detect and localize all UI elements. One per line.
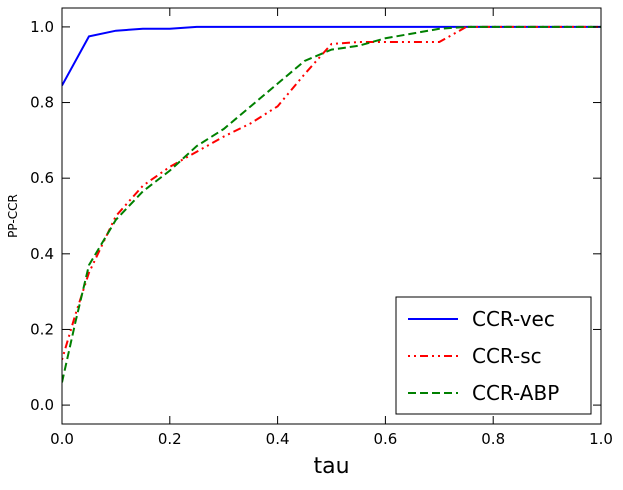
y-tick-label: 0.6 bbox=[30, 169, 54, 187]
legend-label: CCR-ABP bbox=[472, 381, 559, 405]
legend-label: CCR-sc bbox=[472, 344, 542, 368]
y-tick-label: 0.8 bbox=[30, 94, 54, 112]
x-tick-label: 0.6 bbox=[373, 430, 397, 448]
plot-frame bbox=[61, 7, 602, 425]
legend-box bbox=[395, 296, 592, 415]
x-tick-label: 0.8 bbox=[481, 430, 505, 448]
x-tick-label: 1.0 bbox=[589, 430, 613, 448]
x-tick-label: 0.0 bbox=[50, 430, 74, 448]
series-line-ccr-abp bbox=[62, 25, 601, 383]
x-tick-label: 0.4 bbox=[266, 430, 290, 448]
series-line-ccr-vec bbox=[62, 25, 601, 87]
y-tick-label: 1.0 bbox=[30, 18, 54, 36]
y-axis-title: PP-CCR bbox=[6, 194, 20, 238]
y-tick-label: 0.2 bbox=[30, 320, 54, 338]
x-tick-label: 0.2 bbox=[158, 430, 182, 448]
y-tick-label: 0.0 bbox=[30, 396, 54, 414]
y-tick-label: 0.4 bbox=[30, 245, 54, 263]
series-line-ccr-sc bbox=[62, 25, 601, 360]
x-axis-title: tau bbox=[313, 454, 349, 479]
legend-label: CCR-vec bbox=[472, 307, 555, 331]
